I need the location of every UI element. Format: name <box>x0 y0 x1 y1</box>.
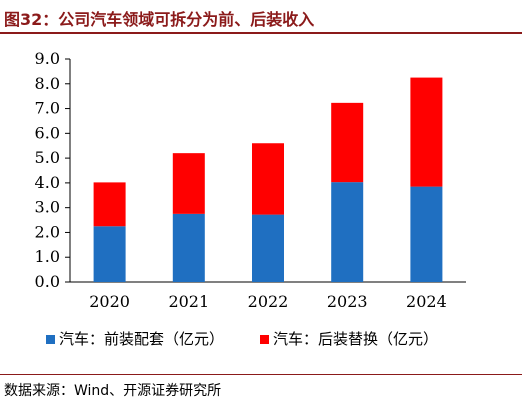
bar-segment-oem <box>93 226 126 282</box>
y-axis: 0.0 1.0 2.0 3.0 4.0 5.0 6.0 7.0 8.0 9.0 <box>35 49 71 291</box>
bar-segment-oem <box>331 182 364 282</box>
y-tick-label: 3.0 <box>35 198 60 217</box>
y-tick-label: 9.0 <box>35 49 60 68</box>
x-tick-label: 2024 <box>406 292 447 311</box>
figure-title: 图32：公司汽车领域可拆分为前、后装收入 <box>4 10 315 29</box>
bar-segment-oem <box>172 213 205 282</box>
bars <box>93 77 443 282</box>
x-tick-label: 2020 <box>89 292 130 311</box>
bar-segment-aftermarket <box>252 143 284 215</box>
source-divider <box>0 374 522 375</box>
title-divider <box>0 32 522 34</box>
y-tick-label: 4.0 <box>35 173 60 192</box>
stacked-bar-chart: 0.01.02.03.04.05.06.07.08.09.0 2020 2021 2… <box>35 49 466 348</box>
y-tick-label: 0.0 <box>35 272 60 291</box>
y-tick-label: 1.0 <box>35 247 60 266</box>
x-tick-label: 2022 <box>248 292 289 311</box>
y-tick-label: 2.0 <box>35 222 60 241</box>
x-axis: 2020 2021 2022 2023 2024 <box>70 281 466 311</box>
bar-segment-aftermarket <box>93 182 126 227</box>
bar-segment-oem <box>252 214 284 282</box>
bar-segment-aftermarket <box>331 102 364 183</box>
data-source: 数据来源：Wind、开源证券研究所 <box>4 383 222 399</box>
y-tick-label: 5.0 <box>35 148 60 167</box>
x-tick-label: 2023 <box>327 292 368 311</box>
bar-segment-aftermarket <box>410 77 443 187</box>
bar-segment-aftermarket <box>172 153 205 214</box>
y-tick-label: 7.0 <box>35 99 60 118</box>
y-tick-label: 8.0 <box>35 74 60 93</box>
legend-label: 汽车：前装配套（亿元） <box>59 330 224 348</box>
legend: 汽车：前装配套（亿元） 汽车：后装替换（亿元） <box>46 330 438 348</box>
legend-swatch <box>46 335 55 344</box>
x-tick-label: 2021 <box>168 292 209 311</box>
y-tick-label: 6.0 <box>35 123 60 142</box>
bar-segment-oem <box>410 186 443 282</box>
legend-label: 汽车：后装替换（亿元） <box>273 330 438 348</box>
legend-swatch <box>260 335 269 344</box>
